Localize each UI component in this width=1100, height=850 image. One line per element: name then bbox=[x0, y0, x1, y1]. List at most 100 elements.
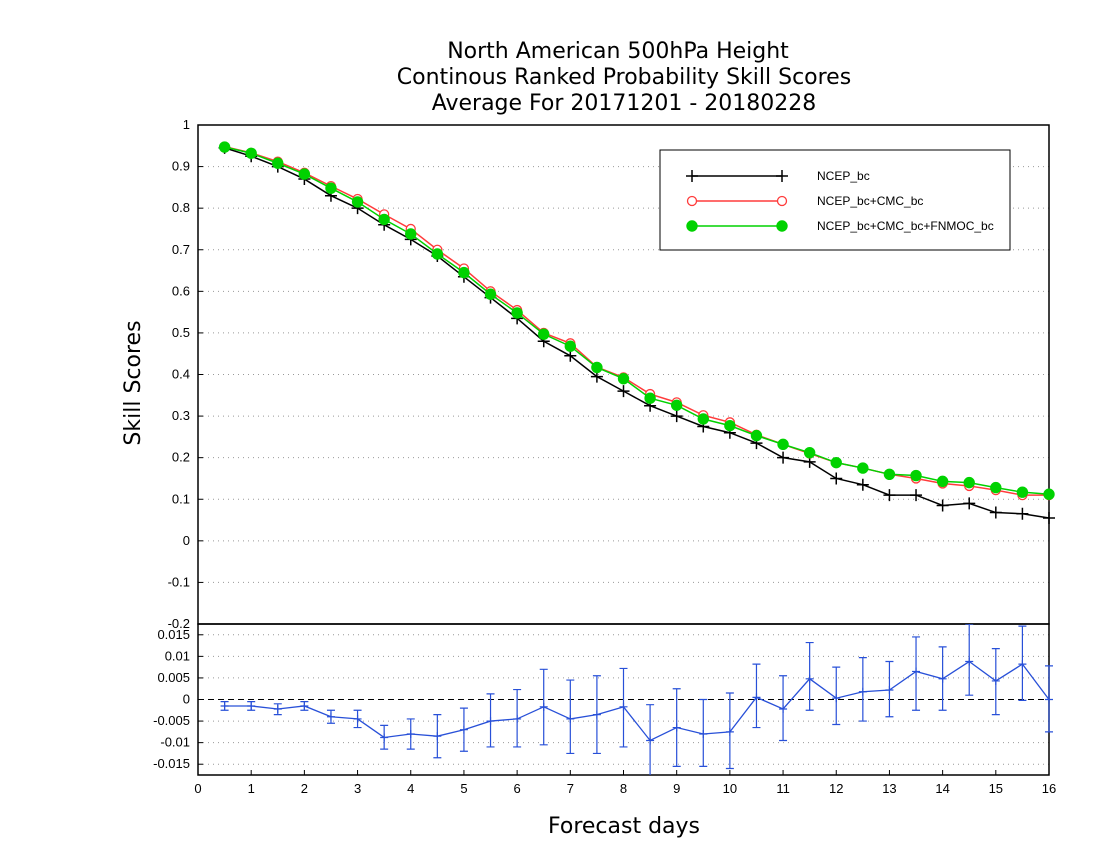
series-2-point bbox=[538, 328, 550, 340]
series-2-point bbox=[777, 438, 789, 451]
difference-point bbox=[858, 687, 867, 696]
difference-point bbox=[752, 693, 761, 702]
series-2-point bbox=[511, 307, 523, 319]
series-2-point bbox=[644, 392, 656, 404]
legend-marker-right bbox=[776, 220, 788, 232]
difference-point bbox=[220, 701, 229, 710]
difference-point bbox=[380, 733, 389, 742]
series-0-point bbox=[777, 451, 790, 464]
series-2-point bbox=[405, 228, 417, 240]
legend-label-1: NCEP_bc+CMC_bc bbox=[817, 194, 923, 208]
legend-marker-left bbox=[686, 195, 698, 207]
difference-point bbox=[406, 730, 415, 739]
difference-point bbox=[486, 717, 495, 726]
difference-point bbox=[539, 702, 548, 711]
difference-point bbox=[912, 667, 921, 676]
difference-point bbox=[646, 736, 655, 745]
difference-point bbox=[725, 727, 734, 736]
series-2-point bbox=[218, 141, 231, 153]
difference-point bbox=[566, 714, 575, 723]
difference-point bbox=[699, 730, 708, 739]
top-y-tick-label: 0.9 bbox=[172, 159, 190, 174]
bottom-y-tick-label: -0.015 bbox=[153, 756, 190, 771]
bottom-y-tick-label: 0.015 bbox=[157, 627, 190, 642]
difference-point bbox=[247, 701, 256, 710]
series-2-point bbox=[378, 213, 390, 226]
series-2-point bbox=[351, 196, 364, 208]
bottom-y-tick-label: 0 bbox=[183, 692, 190, 707]
difference-point bbox=[991, 676, 1000, 685]
difference-point bbox=[1045, 695, 1053, 704]
difference-point bbox=[592, 710, 601, 719]
series-2-point bbox=[298, 168, 311, 180]
x-tick-label: 13 bbox=[882, 781, 896, 796]
difference-point bbox=[459, 725, 468, 734]
series-0-point bbox=[883, 489, 896, 502]
series-0-point bbox=[1016, 507, 1029, 520]
x-tick-label: 16 bbox=[1042, 781, 1056, 796]
difference-point bbox=[779, 704, 788, 713]
series-0-point bbox=[856, 478, 869, 491]
x-tick-label: 11 bbox=[776, 781, 790, 796]
series-2-point bbox=[325, 182, 337, 194]
bottom-y-tick-label: -0.005 bbox=[153, 713, 190, 728]
top-y-tick-label: 0.2 bbox=[172, 450, 190, 465]
difference-point bbox=[672, 723, 681, 732]
x-tick-label: 4 bbox=[407, 781, 414, 796]
difference-point bbox=[433, 732, 442, 741]
difference-point bbox=[513, 714, 522, 723]
series-0-point bbox=[963, 497, 976, 510]
difference-series bbox=[220, 624, 1053, 775]
series-2-point bbox=[857, 462, 869, 474]
top-y-tick-label: 0.3 bbox=[172, 408, 190, 423]
series-0-point bbox=[1043, 511, 1055, 524]
x-tick-label: 14 bbox=[935, 781, 949, 796]
series-2-point bbox=[750, 429, 763, 442]
legend-marker-right bbox=[776, 170, 788, 182]
series-2-point bbox=[1043, 488, 1055, 500]
top-y-tick-label: 0 bbox=[183, 533, 190, 548]
series-2-point bbox=[591, 361, 603, 374]
series-0-point bbox=[936, 499, 949, 512]
x-tick-label: 2 bbox=[301, 781, 308, 796]
x-tick-label: 5 bbox=[460, 781, 467, 796]
series-0-point bbox=[989, 506, 1002, 519]
top-y-tick-label: 0.4 bbox=[172, 367, 190, 382]
difference-point bbox=[832, 694, 841, 703]
difference-point bbox=[353, 714, 362, 723]
series-2-point bbox=[803, 446, 816, 459]
x-tick-label: 3 bbox=[354, 781, 361, 796]
top-y-tick-label: 1 bbox=[183, 117, 190, 132]
legend-label-0: NCEP_bc bbox=[817, 169, 870, 183]
bottom-y-tick-label: 0.005 bbox=[157, 670, 190, 685]
series-2-point bbox=[830, 456, 842, 469]
series-2-point bbox=[883, 468, 896, 480]
x-tick-label: 10 bbox=[723, 781, 737, 796]
series-2-point bbox=[484, 288, 497, 300]
top-y-tick-label: 0.1 bbox=[172, 491, 190, 506]
series-2-point bbox=[910, 469, 922, 482]
x-tick-label: 0 bbox=[194, 781, 201, 796]
x-tick-label: 8 bbox=[620, 781, 627, 796]
series-0-point bbox=[910, 489, 923, 502]
series-2-point bbox=[963, 476, 975, 489]
difference-line bbox=[224, 660, 1050, 742]
x-tick-label: 1 bbox=[248, 781, 255, 796]
legend: NCEP_bc NCEP_bc+CMC_bc NCEP_bc+CMC_bc+FNMO… bbox=[659, 149, 1011, 251]
legend-marker-right bbox=[776, 195, 788, 207]
difference-point bbox=[1018, 660, 1027, 669]
y-axis-label: Skill Scores bbox=[121, 320, 146, 445]
series-2-point bbox=[431, 248, 444, 260]
series-2-point bbox=[936, 475, 949, 488]
series-0-point bbox=[670, 410, 683, 423]
difference-point bbox=[619, 702, 628, 711]
series-2-point bbox=[458, 266, 470, 279]
legend-label-2: NCEP_bc+CMC_bc+FNMOC_bc bbox=[817, 219, 994, 233]
top-y-tick-label: 0.5 bbox=[172, 325, 190, 340]
bottom-y-tick-label: 0.01 bbox=[165, 648, 190, 663]
x-axis-label: Forecast days bbox=[548, 814, 700, 839]
x-tick-label: 12 bbox=[829, 781, 843, 796]
top-y-tick-label: 0.8 bbox=[172, 200, 190, 215]
